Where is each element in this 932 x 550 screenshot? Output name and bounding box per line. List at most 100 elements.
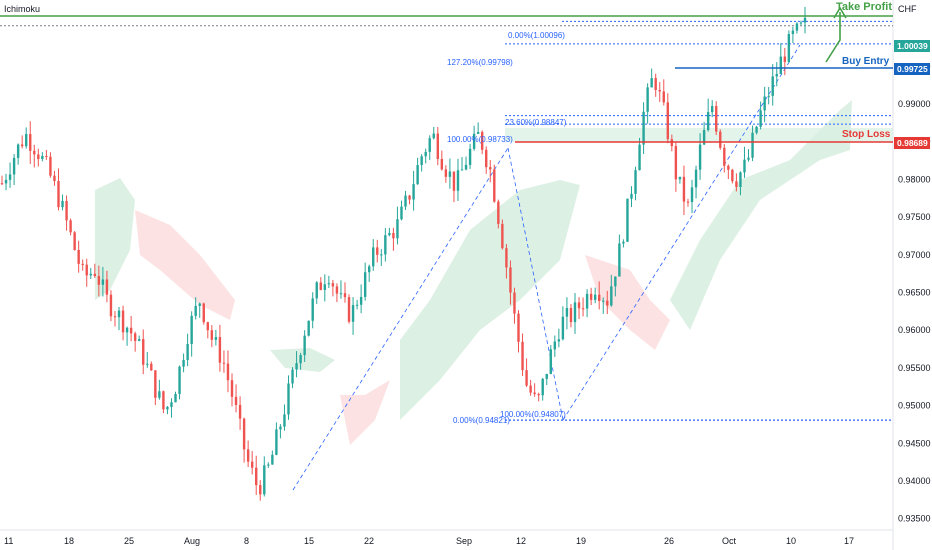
candle-body: [25, 134, 28, 147]
candle-body: [359, 296, 363, 305]
candle-body: [545, 373, 548, 379]
candle-body: [549, 349, 552, 374]
candle-body: [565, 308, 569, 317]
candle-body: [117, 310, 121, 318]
x-tick-label: Aug: [184, 536, 200, 546]
candle-body: [598, 294, 601, 301]
candle-body: [412, 184, 415, 200]
candle-body: [255, 467, 258, 486]
y-tick-label: 0.97000: [898, 250, 931, 260]
candle-body: [279, 426, 282, 430]
trendline: [292, 147, 509, 491]
y-tick-label: 0.94500: [898, 438, 931, 448]
candle-body: [529, 385, 532, 393]
candle-body: [715, 106, 718, 132]
candle-body: [513, 292, 516, 314]
buy-entry-label: Buy Entry: [842, 56, 890, 67]
candle-body: [16, 144, 20, 158]
candle-body: [710, 106, 714, 113]
candle-body: [658, 89, 661, 92]
candle-body: [335, 286, 339, 294]
candle-body: [618, 243, 621, 277]
candle-body: [182, 360, 185, 367]
candle-body: [85, 264, 88, 276]
x-tick-label: 17: [844, 536, 854, 546]
y-tick-label: 0.95000: [898, 401, 931, 411]
candle-body: [162, 391, 165, 410]
time-axis[interactable]: 11 18 25 Aug 8 15 22 Sep 12 19 26 Oct 10 17: [4, 536, 854, 546]
candle-body: [723, 147, 726, 166]
stop-loss-badge: 0.98689: [894, 137, 930, 149]
candle-body: [20, 144, 24, 147]
candle-body: [214, 337, 218, 340]
candle-body: [476, 132, 480, 134]
candle-body: [299, 355, 302, 364]
candle-body: [485, 149, 488, 168]
x-tick-label: 10: [786, 536, 796, 546]
price-axis[interactable]: 0.995000.990000.985000.980000.975000.970…: [898, 61, 931, 523]
candle-body: [89, 273, 92, 276]
candle-body: [190, 315, 193, 344]
cloud-region: [505, 128, 893, 142]
candle-body: [517, 313, 520, 342]
candle-body: [634, 170, 637, 194]
y-tick-label: 0.98000: [898, 174, 931, 184]
candle-body: [392, 232, 395, 239]
candle-body: [763, 96, 766, 111]
candle-body: [525, 370, 528, 386]
candle-body: [428, 138, 431, 152]
candle-body: [702, 130, 706, 145]
svg-text:0.98689: 0.98689: [897, 138, 928, 148]
candle-body: [4, 179, 8, 184]
candle-body: [464, 164, 468, 170]
candle-body: [779, 56, 782, 75]
fib-label-ext-127: 127.20%(0.99798): [447, 58, 513, 67]
candle-body: [69, 220, 72, 233]
candle-body: [408, 195, 411, 200]
x-tick-label: Sep: [456, 536, 472, 546]
currency-label: CHF: [898, 4, 917, 14]
svg-text:0.99725: 0.99725: [897, 64, 928, 74]
candle-body: [759, 110, 762, 127]
candle-body: [202, 303, 205, 323]
candle-body: [49, 156, 52, 176]
candle-body: [493, 169, 496, 202]
candle-body: [271, 454, 274, 465]
candle-body: [323, 284, 327, 290]
candle-body: [456, 170, 460, 191]
candle-body: [783, 56, 787, 62]
candle-body: [125, 327, 129, 333]
indicator-title[interactable]: Ichimoku: [4, 4, 40, 14]
candle-body: [368, 266, 371, 273]
candle-body: [654, 78, 657, 90]
candle-body: [8, 174, 12, 180]
candle-body: [331, 283, 335, 287]
candle-body: [351, 305, 355, 322]
candle-body: [170, 402, 173, 407]
x-tick-label: 18: [64, 536, 74, 546]
candle-body: [137, 339, 141, 341]
candle-body: [206, 322, 209, 331]
candle-body: [755, 126, 758, 133]
candle-body: [372, 247, 375, 267]
candle-body: [29, 134, 32, 151]
candle-body: [37, 154, 40, 160]
fib-label-100-top: 100.00%(0.98733): [447, 135, 513, 144]
candle-body: [12, 157, 16, 175]
fib-label-top-0: 0.00%(1.00096): [508, 31, 565, 40]
candle-body: [468, 148, 472, 165]
candle-body: [553, 341, 557, 350]
candle-body: [259, 485, 262, 495]
cloud-region: [585, 255, 670, 350]
candle-body: [307, 320, 310, 336]
candle-body: [731, 169, 734, 182]
candlesticks: [0, 6, 807, 501]
candle-body: [787, 34, 791, 62]
candle-body: [472, 133, 476, 149]
candle-body: [146, 363, 149, 365]
candle-body: [93, 273, 97, 277]
candle-body: [65, 200, 68, 221]
candle-body: [41, 155, 44, 160]
candle-body: [150, 363, 153, 371]
